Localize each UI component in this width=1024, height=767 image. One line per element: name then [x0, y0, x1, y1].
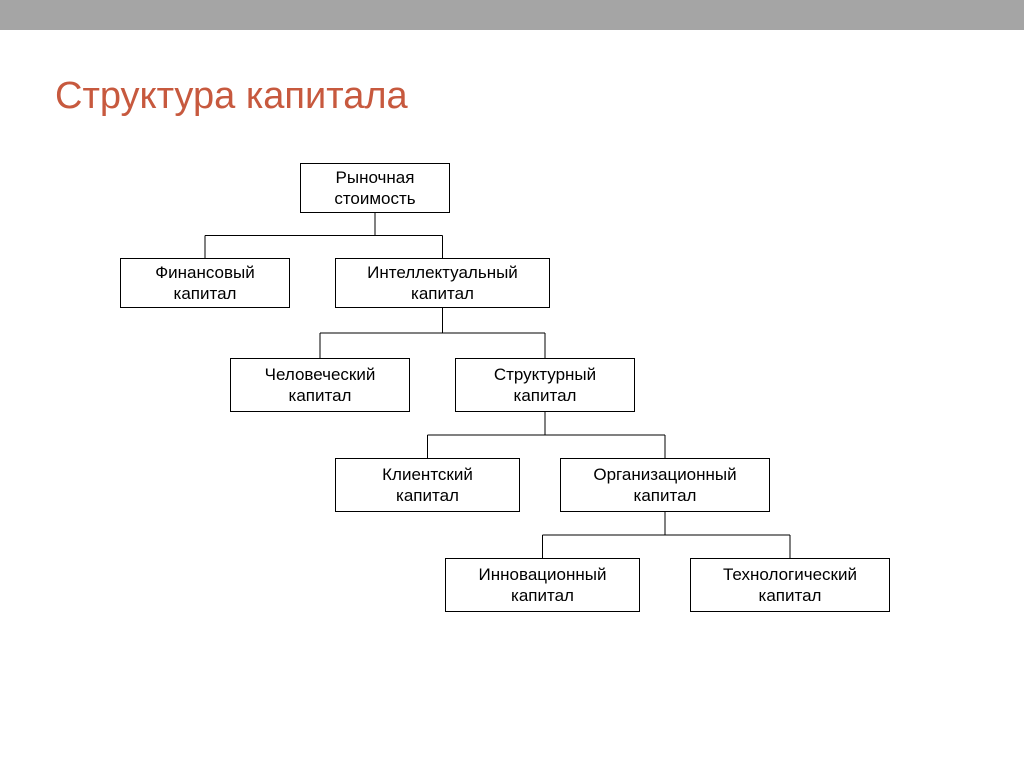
node-root: Рыночнаястоимость — [300, 163, 450, 213]
node-label: Структурныйкапитал — [494, 364, 596, 407]
node-intel: Интеллектуальныйкапитал — [335, 258, 550, 308]
tree-canvas: Рыночнаястоимость Финансовыйкапитал Интелл… — [0, 118, 1024, 738]
edges-layer — [0, 118, 1024, 738]
node-label: Клиентскийкапитал — [382, 464, 473, 507]
top-bar — [0, 0, 1024, 30]
node-human: Человеческийкапитал — [230, 358, 410, 412]
node-label: Инновационныйкапитал — [479, 564, 607, 607]
node-label: Человеческийкапитал — [265, 364, 376, 407]
node-struct: Структурныйкапитал — [455, 358, 635, 412]
node-tech: Технологическийкапитал — [690, 558, 890, 612]
node-label: Рыночнаястоимость — [334, 167, 415, 210]
node-label: Финансовыйкапитал — [155, 262, 255, 305]
node-label: Технологическийкапитал — [723, 564, 857, 607]
node-label: Интеллектуальныйкапитал — [367, 262, 518, 305]
node-org: Организационныйкапитал — [560, 458, 770, 512]
node-fin: Финансовыйкапитал — [120, 258, 290, 308]
node-innov: Инновационныйкапитал — [445, 558, 640, 612]
node-client: Клиентскийкапитал — [335, 458, 520, 512]
node-label: Организационныйкапитал — [593, 464, 736, 507]
page-title: Структура капитала — [0, 30, 1024, 118]
